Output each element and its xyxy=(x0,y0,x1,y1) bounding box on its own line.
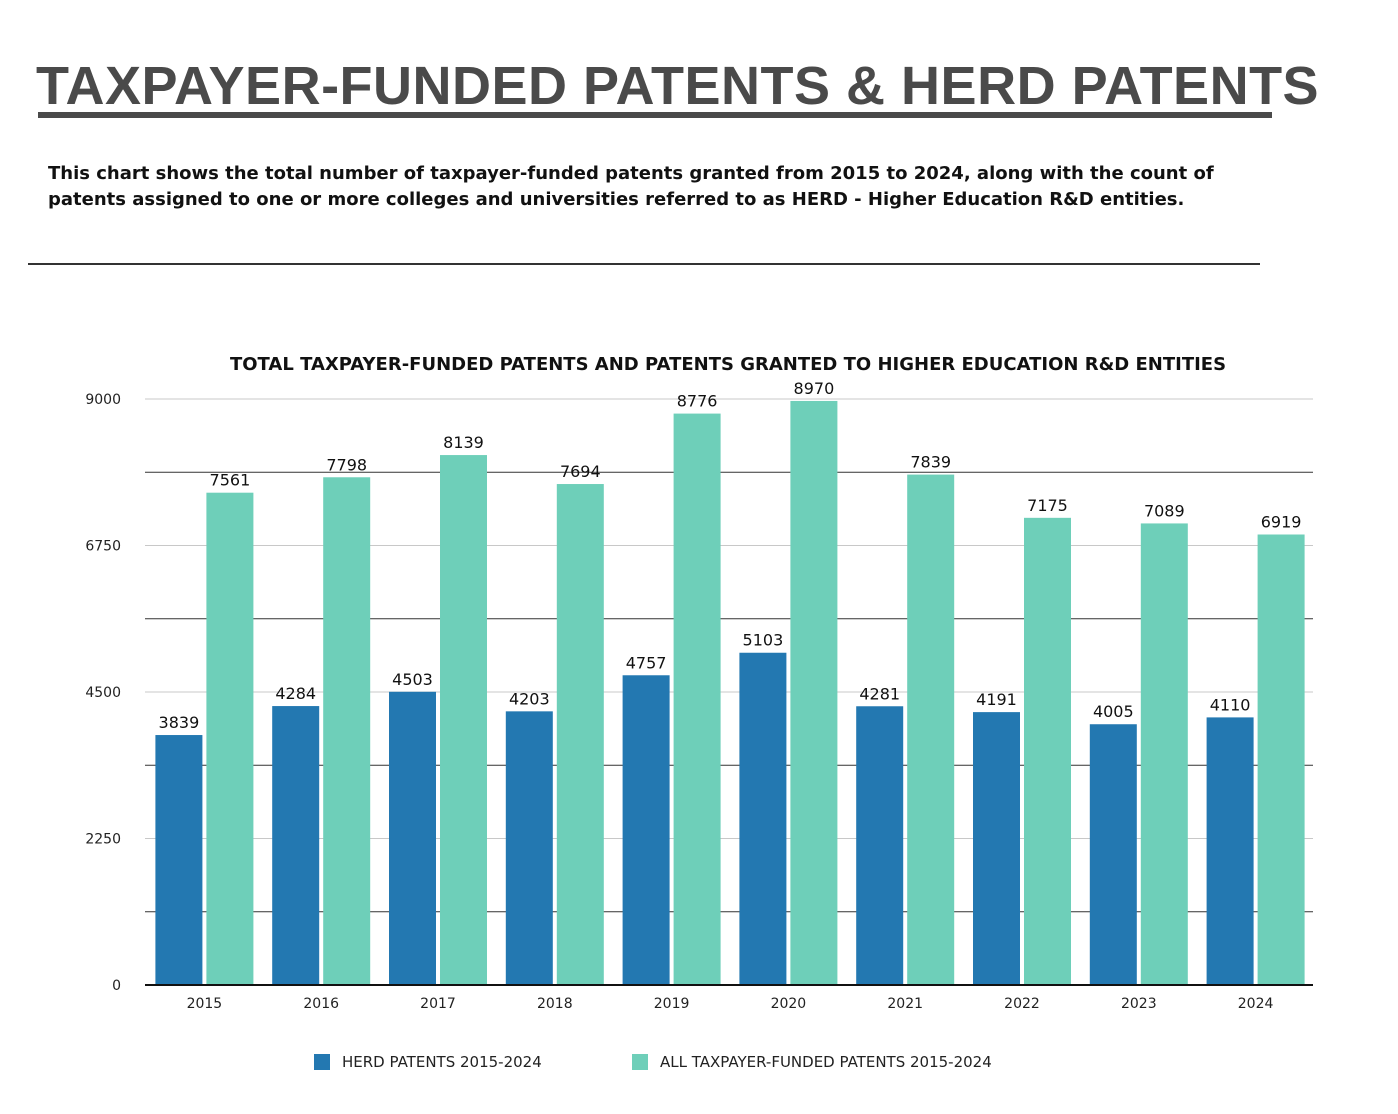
legend-item-herd: HERD PATENTS 2015-2024 xyxy=(314,1050,542,1074)
y-axis-ticks: 0 2250 4500 6750 9000 xyxy=(85,392,121,994)
bars xyxy=(155,400,1305,985)
data-label-all: 6919 xyxy=(1261,512,1302,531)
y-tick-label: 9000 xyxy=(85,392,121,408)
data-label-herd: 4110 xyxy=(1210,695,1251,714)
x-tick-label: 2021 xyxy=(887,996,923,1012)
data-label-herd: 4203 xyxy=(509,689,550,708)
y-tick-label: 6750 xyxy=(85,539,121,555)
y-tick-label: 4500 xyxy=(85,685,121,701)
legend-label-all: ALL TAXPAYER-FUNDED PATENTS 2015-2024 xyxy=(660,1053,992,1071)
bar-herd xyxy=(622,675,670,985)
page-title: TAXPAYER-FUNDED PATENTS & HERD PATENTS xyxy=(36,56,1320,116)
bar-herd xyxy=(389,691,436,985)
legend-swatch-herd xyxy=(314,1054,330,1070)
data-label-herd: 4757 xyxy=(626,653,667,672)
bar-all xyxy=(1257,534,1305,985)
legend: HERD PATENTS 2015-2024 ALL TAXPAYER-FUND… xyxy=(0,1050,1398,1074)
y-tick-label: 2250 xyxy=(85,832,121,848)
data-label-herd: 4284 xyxy=(275,684,316,703)
bar-all xyxy=(1140,523,1188,985)
bar-all xyxy=(1024,517,1071,985)
data-label-all: 7839 xyxy=(910,453,951,472)
data-label-herd: 3839 xyxy=(159,713,200,732)
x-tick-label: 2023 xyxy=(1121,996,1157,1012)
bar-all xyxy=(790,400,838,985)
y-tick-label: 0 xyxy=(112,978,121,994)
bar-herd xyxy=(505,711,553,985)
bar-herd xyxy=(272,706,320,985)
bar-all xyxy=(907,474,955,985)
bar-herd xyxy=(155,735,203,985)
data-label-herd: 4503 xyxy=(392,670,433,689)
grid-layer xyxy=(145,398,1313,913)
x-tick-label: 2017 xyxy=(420,996,456,1012)
legend-label-herd: HERD PATENTS 2015-2024 xyxy=(342,1053,542,1071)
data-label-herd: 4281 xyxy=(859,684,900,703)
bar-all xyxy=(323,477,371,985)
x-axis-ticks: 2015 2016 2017 2018 2019 2020 2021 2022 2023 2024 xyxy=(187,996,1274,1012)
chart-description: This chart shows the total number of tax… xyxy=(48,163,1214,210)
data-label-all: 7561 xyxy=(210,471,251,490)
bar-all xyxy=(556,484,604,985)
data-labels: 3839 7561 4284 7798 4503 8139 4203 7694 4757 8776… xyxy=(159,379,1302,732)
data-label-all: 7694 xyxy=(560,462,601,481)
data-label-all: 7798 xyxy=(326,455,367,474)
x-tick-label: 2016 xyxy=(303,996,339,1012)
data-label-all: 7089 xyxy=(1144,501,1185,520)
bar-herd xyxy=(1206,717,1254,985)
legend-item-all: ALL TAXPAYER-FUNDED PATENTS 2015-2024 xyxy=(632,1050,992,1074)
data-label-all: 8970 xyxy=(794,379,835,398)
x-tick-label: 2018 xyxy=(537,996,573,1012)
data-label-all: 8776 xyxy=(677,392,718,411)
x-tick-label: 2015 xyxy=(187,996,223,1012)
data-label-all: 7175 xyxy=(1027,496,1068,515)
data-label-herd: 5103 xyxy=(743,631,784,650)
x-tick-label: 2022 xyxy=(1004,996,1040,1012)
bar-herd xyxy=(973,712,1020,985)
data-label-all: 8139 xyxy=(443,433,484,452)
x-tick-label: 2024 xyxy=(1238,996,1274,1012)
chart-title: TOTAL TAXPAYER-FUNDED PATENTS AND PATENT… xyxy=(230,354,1226,375)
bar-all xyxy=(206,492,254,985)
section-divider xyxy=(28,263,1260,265)
bar-all xyxy=(440,455,487,985)
bar-all xyxy=(673,413,721,985)
data-label-herd: 4191 xyxy=(976,690,1017,709)
bar-herd xyxy=(739,652,787,985)
bar-herd xyxy=(856,706,904,985)
title-underline xyxy=(38,112,1272,118)
x-tick-label: 2019 xyxy=(654,996,690,1012)
data-label-herd: 4005 xyxy=(1093,702,1134,721)
legend-swatch-all xyxy=(632,1054,648,1070)
bar-herd xyxy=(1089,724,1137,985)
x-tick-label: 2020 xyxy=(771,996,807,1012)
